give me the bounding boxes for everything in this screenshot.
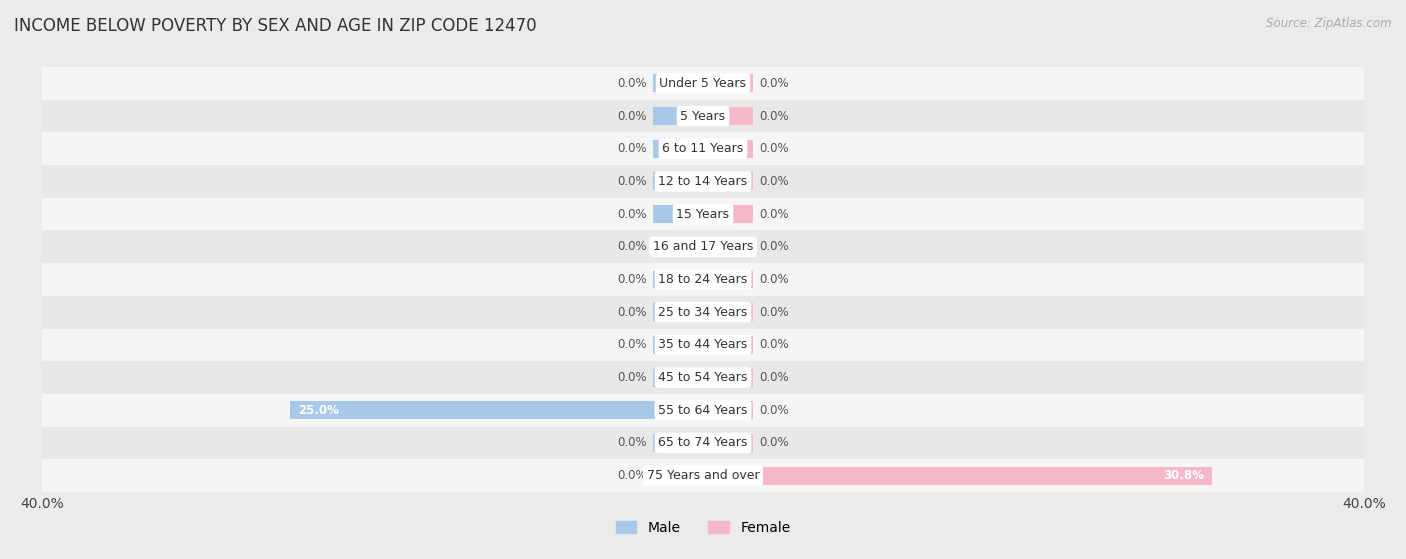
Bar <box>703 140 752 158</box>
Text: 45 to 54 Years: 45 to 54 Years <box>658 371 748 384</box>
Text: 0.0%: 0.0% <box>617 110 647 122</box>
Text: 0.0%: 0.0% <box>617 306 647 319</box>
Text: INCOME BELOW POVERTY BY SEX AND AGE IN ZIP CODE 12470: INCOME BELOW POVERTY BY SEX AND AGE IN Z… <box>14 17 537 35</box>
Bar <box>654 467 703 485</box>
Bar <box>703 434 752 452</box>
Text: 0.0%: 0.0% <box>617 143 647 155</box>
Text: 0.0%: 0.0% <box>759 240 789 253</box>
Bar <box>654 271 703 288</box>
Text: 0.0%: 0.0% <box>759 110 789 122</box>
Bar <box>654 74 703 92</box>
Text: 0.0%: 0.0% <box>617 469 647 482</box>
Bar <box>703 238 752 256</box>
Bar <box>654 107 703 125</box>
Text: 55 to 64 Years: 55 to 64 Years <box>658 404 748 416</box>
Bar <box>42 329 1364 361</box>
Bar <box>42 263 1364 296</box>
Bar <box>42 100 1364 132</box>
Text: 0.0%: 0.0% <box>759 437 789 449</box>
Text: 0.0%: 0.0% <box>617 240 647 253</box>
Bar <box>654 205 703 223</box>
Bar <box>42 459 1364 492</box>
Text: 0.0%: 0.0% <box>759 273 789 286</box>
Bar <box>703 173 752 191</box>
Text: 30.8%: 30.8% <box>1163 469 1204 482</box>
Text: 6 to 11 Years: 6 to 11 Years <box>662 143 744 155</box>
Text: 65 to 74 Years: 65 to 74 Years <box>658 437 748 449</box>
Text: Under 5 Years: Under 5 Years <box>659 77 747 90</box>
Text: 15 Years: 15 Years <box>676 207 730 221</box>
Bar <box>703 205 752 223</box>
Bar <box>654 238 703 256</box>
Text: 0.0%: 0.0% <box>617 437 647 449</box>
Legend: Male, Female: Male, Female <box>610 515 796 540</box>
Bar <box>42 132 1364 165</box>
Bar <box>703 467 1212 485</box>
Bar <box>703 74 752 92</box>
Text: 0.0%: 0.0% <box>759 207 789 221</box>
Bar <box>42 230 1364 263</box>
Bar <box>654 140 703 158</box>
Text: 0.0%: 0.0% <box>759 175 789 188</box>
Text: 12 to 14 Years: 12 to 14 Years <box>658 175 748 188</box>
Bar <box>654 173 703 191</box>
Bar <box>42 394 1364 427</box>
Text: 0.0%: 0.0% <box>759 77 789 90</box>
Bar <box>42 165 1364 198</box>
Text: 25.0%: 25.0% <box>298 404 339 416</box>
Text: 0.0%: 0.0% <box>617 175 647 188</box>
Text: 75 Years and over: 75 Years and over <box>647 469 759 482</box>
Bar <box>42 198 1364 230</box>
Text: 35 to 44 Years: 35 to 44 Years <box>658 338 748 352</box>
Bar <box>654 336 703 354</box>
Text: 0.0%: 0.0% <box>759 306 789 319</box>
Bar <box>654 368 703 386</box>
Text: 0.0%: 0.0% <box>759 338 789 352</box>
Bar <box>42 361 1364 394</box>
Bar <box>654 303 703 321</box>
Bar <box>703 303 752 321</box>
Bar <box>703 107 752 125</box>
Text: 0.0%: 0.0% <box>759 143 789 155</box>
Text: 16 and 17 Years: 16 and 17 Years <box>652 240 754 253</box>
Text: 0.0%: 0.0% <box>617 273 647 286</box>
Text: 18 to 24 Years: 18 to 24 Years <box>658 273 748 286</box>
Bar <box>290 401 703 419</box>
Bar <box>42 296 1364 329</box>
Bar <box>703 368 752 386</box>
Text: 25 to 34 Years: 25 to 34 Years <box>658 306 748 319</box>
Text: 0.0%: 0.0% <box>617 77 647 90</box>
Text: 0.0%: 0.0% <box>759 404 789 416</box>
Bar <box>703 336 752 354</box>
Bar <box>654 434 703 452</box>
Text: 0.0%: 0.0% <box>617 207 647 221</box>
Bar <box>703 271 752 288</box>
Text: 0.0%: 0.0% <box>617 371 647 384</box>
Text: 0.0%: 0.0% <box>759 371 789 384</box>
Bar <box>42 427 1364 459</box>
Bar <box>703 401 752 419</box>
Text: Source: ZipAtlas.com: Source: ZipAtlas.com <box>1267 17 1392 30</box>
Text: 0.0%: 0.0% <box>617 338 647 352</box>
Text: 5 Years: 5 Years <box>681 110 725 122</box>
Bar <box>42 67 1364 100</box>
